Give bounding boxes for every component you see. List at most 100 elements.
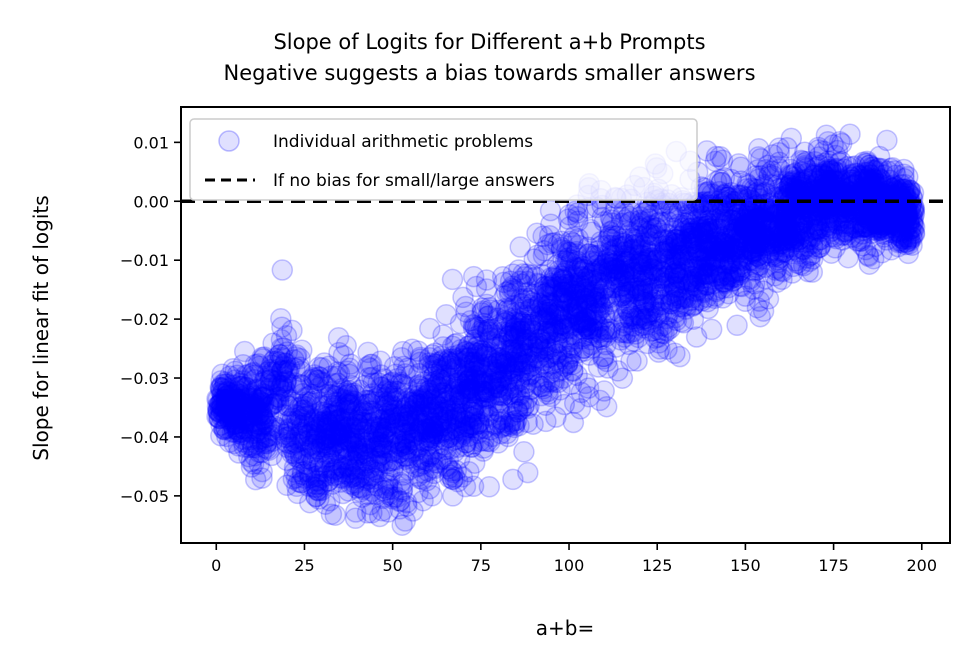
scatter-point [661,256,683,279]
scatter-point [631,253,653,276]
scatter-point [411,392,434,415]
scatter-point [717,276,740,299]
scatter-point [669,251,691,274]
scatter-point [354,435,376,457]
scatter-point [494,351,517,373]
scatter-point [696,274,719,296]
legend-label-reference: If no bias for small/large answers [273,171,555,191]
scatter-point [398,421,421,444]
scatter-point [257,403,280,425]
scatter-point [848,187,871,209]
x-axis-label: a+b= [536,616,594,640]
scatter-point [630,314,653,337]
scatter-point [704,240,726,263]
scatter-point [299,437,322,460]
scatter-point [214,373,237,395]
scatter-point [449,392,472,414]
scatter-point [402,399,425,421]
scatter-point [529,307,552,329]
scatter-point [891,187,913,209]
scatter-point [327,326,350,349]
scatter-point [566,303,588,325]
scatter-point [494,363,517,386]
scatter-point [611,367,634,389]
scatter-point [428,376,451,399]
scatter-point [529,293,551,316]
scatter-point [285,404,308,427]
scatter-point [854,166,876,188]
scatter-point [449,312,472,335]
scatter-point [514,329,537,351]
scatter-point [730,156,752,179]
scatter-point [593,345,615,368]
scatter-point [618,205,640,228]
scatter-point [234,364,257,387]
scatter-point [877,175,900,198]
scatter-point [480,348,502,370]
x-tick-label: 150 [730,556,761,575]
scatter-point [546,320,568,342]
scatter-point [282,440,305,463]
scatter-point [746,296,769,319]
y-axis-label: Slope for linear fit of logits [29,195,53,460]
scatter-point [808,146,830,168]
scatter-point [252,408,275,431]
scatter-point [822,134,844,156]
scatter-point [537,292,559,314]
scatter-point [873,223,895,245]
scatter-point [575,271,598,293]
scatter-point [260,354,283,376]
scatter-point [714,209,737,232]
scatter-point [737,214,760,236]
scatter-point [692,218,714,240]
scatter-point [543,231,566,254]
scatter-point [465,364,487,387]
scatter-point [585,298,607,321]
scatter-point [896,193,918,216]
x-tick-label: 100 [554,556,585,575]
scatter-point [588,244,611,266]
scatter-point [648,332,670,354]
scatter-point [465,275,488,298]
scatter-point [517,294,539,316]
scatter-point [898,233,920,255]
scatter-point [361,400,384,423]
scatter-point [531,296,553,319]
scatter-point [410,414,433,437]
scatter-point [471,380,493,403]
scatter-point [413,429,436,452]
scatter-point [752,280,774,302]
scatter-point [752,300,775,322]
scatter-point [629,251,651,273]
scatter-point [836,183,859,205]
scatter-point [256,361,279,383]
scatter-point [846,230,869,252]
scatter-point [585,287,607,310]
scatter-point [347,409,369,431]
scatter-point [749,210,772,233]
scatter-point [295,386,317,409]
scatter-point [851,234,874,257]
scatter-point [487,376,509,399]
scatter-point [535,282,558,304]
scatter-point [893,199,916,221]
scatter-point [682,286,705,309]
scatter-point [687,255,709,278]
scatter-point [832,223,854,246]
scatter-point [498,357,521,380]
scatter-point [818,162,840,185]
scatter-point [303,367,326,390]
x-tick-label: 75 [471,556,491,575]
scatter-point [468,430,491,453]
scatter-point [711,149,734,172]
scatter-point [872,210,895,233]
scatter-point [275,385,297,407]
scatter-point [733,215,755,237]
scatter-point [335,384,358,407]
scatter-point [673,287,695,310]
scatter-point [317,469,340,492]
scatter-point [342,457,365,479]
scatter-point [517,461,539,484]
scatter-point [468,410,490,433]
scatter-point [573,287,596,310]
